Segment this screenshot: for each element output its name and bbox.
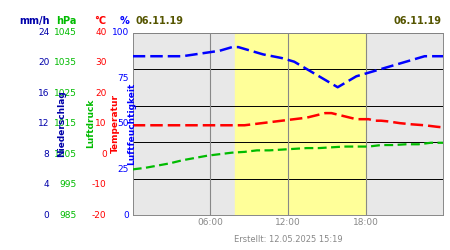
Text: Luftdruck: Luftdruck [86,99,95,148]
Text: 24: 24 [38,28,50,37]
Text: Niederschlag: Niederschlag [58,90,67,157]
Text: mm/h: mm/h [19,16,50,26]
Text: 1045: 1045 [54,28,76,37]
Text: 06.11.19: 06.11.19 [135,16,183,26]
Text: °C: °C [94,16,107,26]
Text: 75: 75 [117,74,129,82]
Text: Luftfeuchtigkeit: Luftfeuchtigkeit [127,82,136,165]
Text: 25: 25 [118,165,129,174]
Text: 1025: 1025 [54,89,76,98]
Text: 20: 20 [95,89,107,98]
Text: 995: 995 [59,180,76,189]
Text: 0: 0 [44,210,50,220]
Text: hPa: hPa [56,16,76,26]
Text: Temperatur: Temperatur [111,94,120,153]
Text: 50: 50 [117,119,129,128]
Text: 30: 30 [95,58,107,68]
Text: 0: 0 [123,210,129,220]
Text: 06.11.19: 06.11.19 [393,16,441,26]
Text: 10: 10 [95,119,107,128]
Text: 1015: 1015 [54,119,76,128]
Text: -20: -20 [92,210,107,220]
Text: 8: 8 [44,150,50,159]
Text: 1005: 1005 [54,150,76,159]
Text: 0: 0 [101,150,107,159]
Text: 4: 4 [44,180,50,189]
Text: 1035: 1035 [54,58,76,68]
Text: Erstellt: 12.05.2025 15:19: Erstellt: 12.05.2025 15:19 [234,236,342,244]
Text: %: % [119,16,129,26]
Text: 12: 12 [38,119,50,128]
Text: 40: 40 [95,28,107,37]
Bar [235,32,365,215]
Text: 100: 100 [112,28,129,37]
Text: 985: 985 [59,210,76,220]
Text: -10: -10 [92,180,107,189]
Text: 20: 20 [38,58,50,68]
Text: 16: 16 [38,89,50,98]
